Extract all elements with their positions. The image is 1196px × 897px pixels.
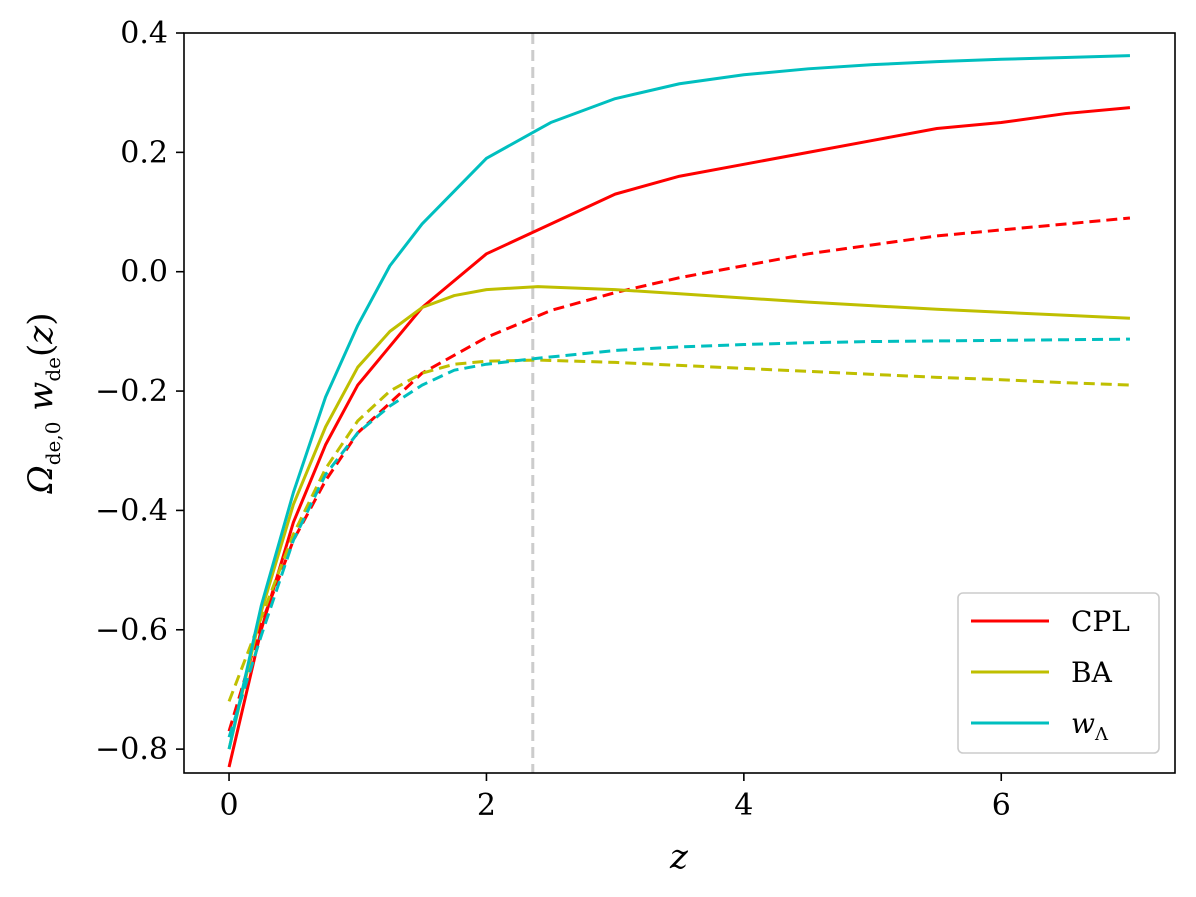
x-tick-label: 6 [992, 788, 1011, 823]
legend: CPL BA wΛ [957, 592, 1160, 754]
legend-box [957, 592, 1160, 754]
plot-frame [183, 32, 1176, 774]
x-tick-label: 2 [477, 788, 496, 823]
series-line-2 [227, 285, 1131, 750]
legend-label: BA [1071, 656, 1113, 689]
legend-label: CPL [1071, 605, 1130, 638]
series-line-1 [227, 216, 1131, 732]
x-axis-label: z [669, 837, 689, 877]
y-axis-label-omega: Ω [21, 465, 61, 494]
x-tick-label: 4 [734, 788, 753, 823]
y-tick-label: −0.2 [95, 374, 168, 409]
y-axis-label-omega-sub: de,0 [41, 422, 65, 466]
x-tick-label: 0 [219, 788, 238, 823]
legend-label: wΛ [1071, 707, 1109, 745]
series-line-3 [227, 358, 1131, 702]
y-axis-label-w: w [21, 382, 61, 411]
y-axis-label: Ωde,0 wde(z) [21, 313, 65, 495]
y-tick-label: −0.4 [95, 493, 168, 528]
series-line-5 [227, 337, 1130, 738]
y-tick-label: 0.4 [120, 16, 168, 51]
y-axis-label-w-sub: de [41, 357, 65, 382]
y-tick-label: 0.2 [120, 135, 168, 170]
series-line-4 [227, 54, 1130, 750]
y-tick-label: 0.0 [120, 255, 168, 290]
series-line-0 [227, 106, 1131, 768]
y-tick-label: −0.8 [95, 732, 168, 767]
y-tick-label: −0.6 [95, 613, 168, 648]
